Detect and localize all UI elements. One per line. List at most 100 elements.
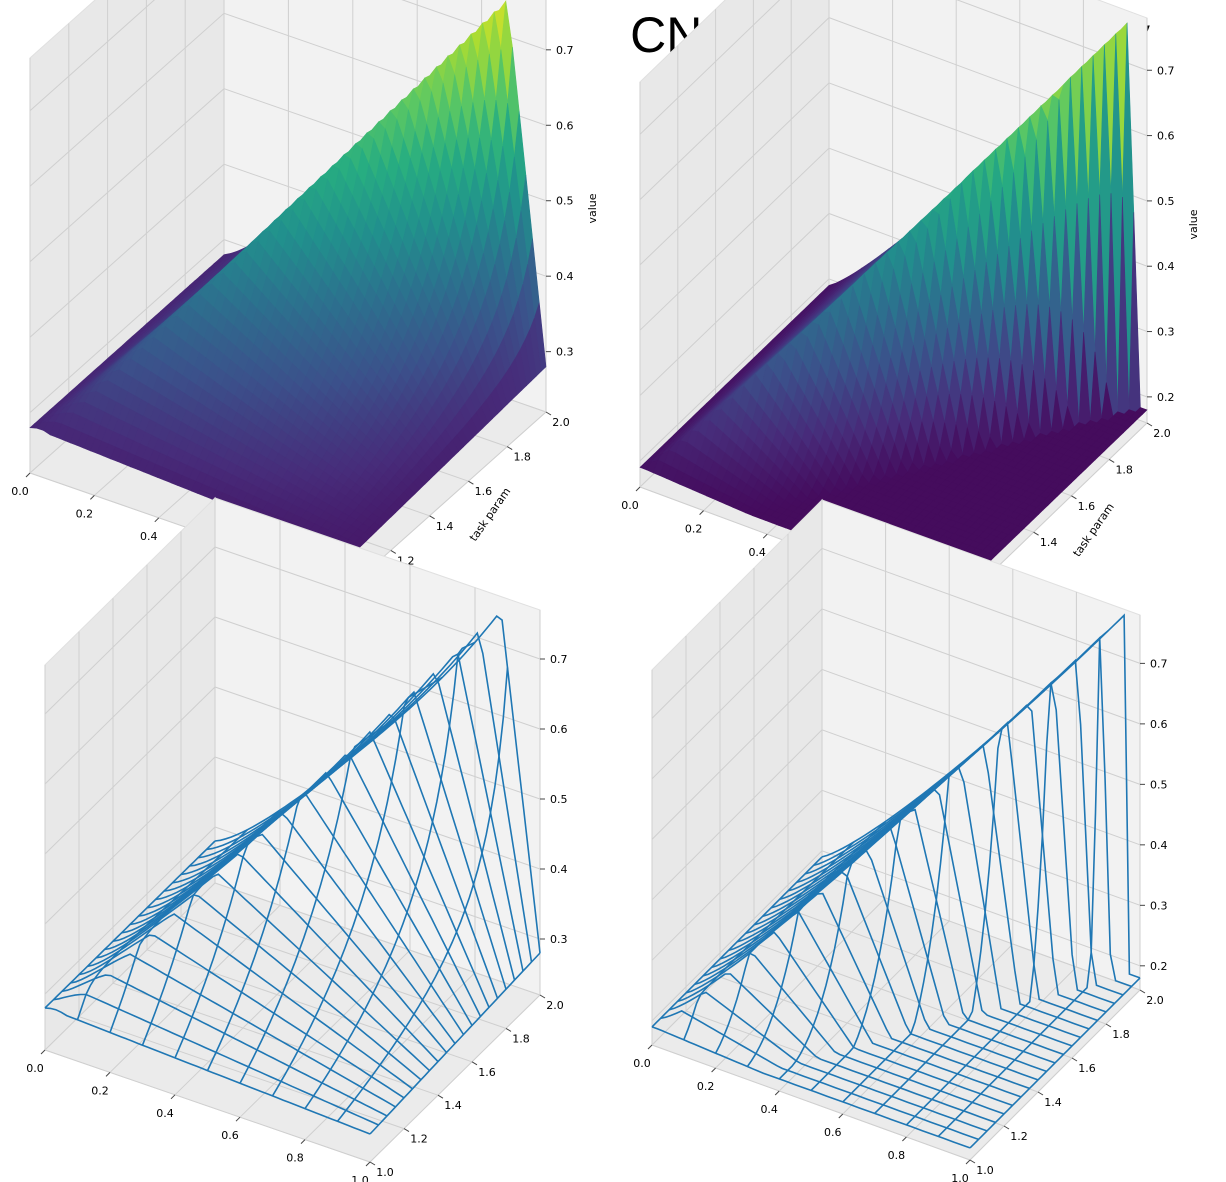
z-tick-label: 0.5 xyxy=(550,793,568,806)
y-tick-label: 1.8 xyxy=(512,1032,530,1045)
y-tick xyxy=(1139,989,1146,994)
z-tick-label: 0.5 xyxy=(556,195,574,208)
z-gridline xyxy=(29,0,547,112)
y-tick xyxy=(429,515,435,520)
wireframe-line-time xyxy=(304,641,476,1110)
y-gridline xyxy=(180,531,507,1029)
y-tick-label: 2.0 xyxy=(1146,994,1164,1007)
wireframe-line-time xyxy=(174,761,346,1059)
wireframe-line-time xyxy=(651,856,823,1028)
x-tick xyxy=(711,1067,716,1073)
wireframe-line-time xyxy=(842,718,1014,1103)
y-tick-label: 1.2 xyxy=(1010,1130,1028,1143)
y-tick-label: 1.6 xyxy=(475,485,493,498)
z-tick-label: 0.5 xyxy=(1157,195,1175,208)
y-tick xyxy=(969,1159,976,1164)
x-tick-label: 0.4 xyxy=(140,530,158,543)
y-tick-label: 1.4 xyxy=(444,1099,462,1112)
z-axis-label: value xyxy=(586,193,599,223)
y-tick xyxy=(437,1094,444,1099)
z-tick-label: 0.3 xyxy=(1150,899,1168,912)
z-tick-label: 0.7 xyxy=(1150,657,1168,670)
z-tick-label: 0.4 xyxy=(1150,839,1168,852)
x-tick-label: 0.2 xyxy=(697,1080,715,1093)
x-tick-label: 0.6 xyxy=(824,1126,842,1139)
wireframe-line-time xyxy=(206,735,378,1071)
x-tick-label: 0.4 xyxy=(748,546,766,559)
y-gridline xyxy=(146,564,473,1063)
x-tick xyxy=(647,1044,653,1050)
wireframe-line-time xyxy=(969,977,1141,1149)
y-tick-label: 2.0 xyxy=(1153,427,1171,440)
z-tick-label: 0.7 xyxy=(556,44,574,57)
x-tick-label: 0.0 xyxy=(633,1057,651,1070)
z-tick-label: 0.4 xyxy=(556,270,574,283)
x-tick xyxy=(965,1159,971,1165)
y-tick xyxy=(1033,531,1039,536)
y-tick xyxy=(1108,458,1115,463)
x-tick-label: 0.0 xyxy=(621,499,639,512)
y-tick-label: 1.6 xyxy=(1078,1062,1096,1075)
y-tick-label: 1.2 xyxy=(410,1133,428,1146)
wireframe-line-time xyxy=(937,630,1109,1137)
x-tick-label: 0.8 xyxy=(286,1152,304,1165)
wireframe-line-time xyxy=(336,667,509,1122)
x-tick xyxy=(25,472,31,478)
z-gridline xyxy=(651,547,1141,719)
x-tick-label: 1.0 xyxy=(951,1172,969,1182)
z-tick-label: 0.7 xyxy=(550,653,568,666)
wireframe-line-time xyxy=(369,952,541,1135)
wireframe-line-time xyxy=(905,660,1077,1126)
z-gridline xyxy=(44,686,541,855)
y-tick-label: 2.0 xyxy=(552,416,570,429)
y-tick xyxy=(1003,1125,1010,1130)
y-tick-label: 2.0 xyxy=(546,999,564,1012)
wireframe-line-time xyxy=(683,841,855,1041)
z-gridline xyxy=(44,826,541,995)
y-tick-label: 1.4 xyxy=(1044,1096,1062,1109)
z-gridline xyxy=(651,789,1141,961)
y-gridline xyxy=(214,498,541,996)
x-tick-label: 0.4 xyxy=(760,1103,778,1116)
x-tick xyxy=(40,1049,46,1055)
y-tick xyxy=(390,549,397,554)
x-tick xyxy=(235,1116,241,1122)
z-gridline xyxy=(44,546,541,715)
z-gridline xyxy=(651,850,1141,1022)
wireframe-line-time xyxy=(109,809,281,1033)
z-gridline xyxy=(639,17,1148,200)
x-tick-label: 0.6 xyxy=(221,1129,239,1142)
z-tick-label: 0.6 xyxy=(550,723,568,736)
x-tick xyxy=(635,486,641,492)
y-tick xyxy=(506,446,513,451)
wireframe-line-time xyxy=(239,707,411,1084)
y-tick xyxy=(545,411,552,416)
wireframe-line-time xyxy=(76,829,249,1021)
z-tick-label: 0.5 xyxy=(1150,778,1168,791)
x-tick xyxy=(105,1072,111,1077)
x-tick-label: 0.2 xyxy=(91,1084,109,1097)
y-gridline xyxy=(112,598,439,1096)
z-gridline xyxy=(651,729,1141,901)
y-tick xyxy=(1146,422,1153,427)
chart-panel-4: 0.0 0.2 0.4 0.6 0.8 1.0 1.0 1.2 1.4 1.6 1.8 2.0 0.2 0… xyxy=(633,498,1168,1182)
chart-panel-2: 0.00.20.40.60.81.01.01.21.41.61.82.00.20… xyxy=(621,0,1200,630)
y-tick xyxy=(369,1161,376,1166)
wireframe-line-time xyxy=(714,820,887,1054)
wireframe-line-time xyxy=(44,840,216,1009)
x-tick xyxy=(762,533,768,539)
z-axis-label: value xyxy=(1187,209,1200,239)
y-tick-label: 1.4 xyxy=(436,520,454,533)
y-gridline xyxy=(787,534,1107,1025)
z-tick-label: 0.4 xyxy=(1157,260,1175,273)
y-tick xyxy=(1037,1091,1044,1096)
x-tick xyxy=(90,495,95,500)
z-gridline xyxy=(651,608,1141,780)
y-tick xyxy=(1105,1023,1112,1028)
z-tick-label: 0.4 xyxy=(550,863,568,876)
y-tick xyxy=(505,1027,512,1032)
y-tick-label: 1.6 xyxy=(1078,500,1096,513)
x-tick-label: 0.2 xyxy=(685,523,703,536)
z-gridline xyxy=(639,0,1148,135)
